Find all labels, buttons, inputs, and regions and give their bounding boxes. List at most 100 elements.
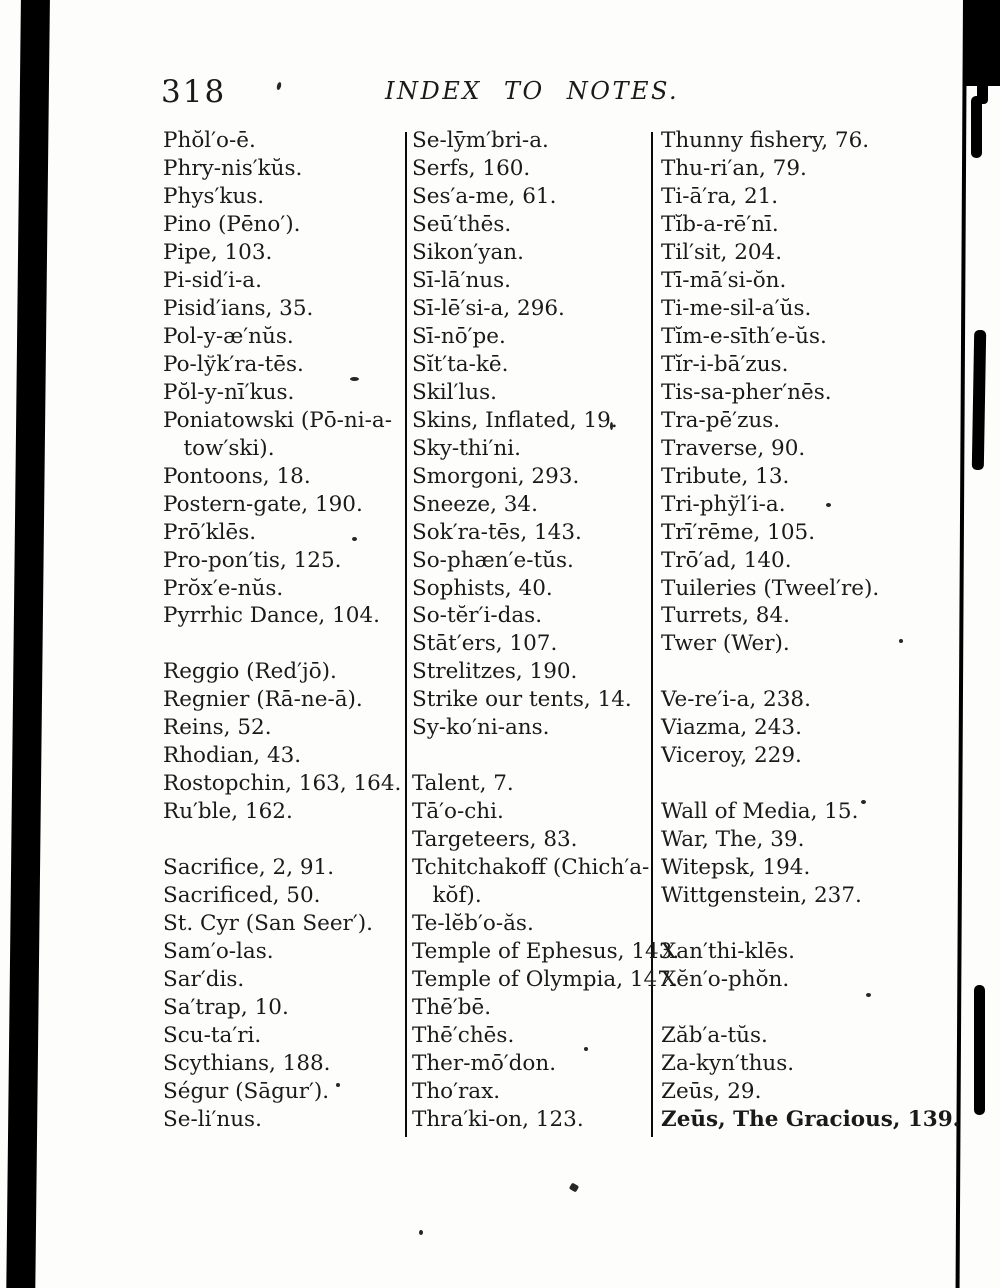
index-entry: Tchitchakoff (Chich′a-	[412, 855, 650, 881]
index-entry: Po-lўk′ra-tēs.	[163, 351, 304, 377]
index-entry: Til′sit, 204.	[661, 239, 783, 265]
scan-streak	[971, 329, 987, 471]
index-entry: Tĭr-i-bā′zus.	[661, 351, 789, 377]
index-entry: Thra′ki-on, 123.	[412, 1106, 584, 1132]
index-entry: Sneeze, 34.	[412, 491, 538, 517]
index-entry: Trō′ad, 140.	[661, 547, 792, 573]
ink-speck	[584, 1047, 588, 1051]
index-entry: Prŏx′e-nŭs.	[163, 575, 284, 601]
index-entry: Prō′klēs.	[163, 519, 257, 545]
index-entry: Se-li′nus.	[163, 1106, 262, 1132]
scan-streak	[971, 96, 982, 158]
ink-speck	[899, 639, 903, 643]
index-entry	[163, 826, 403, 854]
index-entry: Tribute, 13.	[661, 463, 790, 489]
index-entry: Wall of Media, 15.	[661, 799, 859, 825]
index-entry: Sī-lē′si-a, 296.	[412, 295, 565, 321]
index-entry: Sar′dis.	[163, 967, 245, 993]
index-entry: Pro-pon′tis, 125.	[163, 547, 342, 573]
ink-speck	[826, 503, 831, 507]
index-entry: Ru′ble, 162.	[163, 799, 293, 825]
index-entry: Zăb′a-tŭs.	[661, 1023, 768, 1048]
index-entry	[661, 658, 971, 686]
index-entry: Tĭm-e-sīth′e-ŭs.	[661, 323, 827, 349]
index-entry: So-phæn′e-tŭs.	[412, 547, 574, 573]
index-entry: Scythians, 188.	[163, 1050, 331, 1076]
index-entry: Thē′chēs.	[412, 1023, 515, 1048]
index-entry: Wittgenstein, 237.	[661, 883, 862, 909]
index-entry: Twer (Wer).	[661, 631, 790, 657]
index-entry: Strelitzes, 190.	[412, 659, 578, 685]
index-entry: Strike our tents, 14.	[412, 687, 632, 713]
index-entry	[412, 742, 648, 770]
index-entry: Viazma, 243.	[661, 715, 802, 741]
index-entry: Targeteers, 83.	[412, 827, 578, 853]
ink-speck	[610, 422, 613, 430]
index-entry: Thē′bē.	[412, 995, 492, 1021]
index-entry: Sikon′yan.	[412, 239, 524, 265]
index-entry: Phŏl′o-ē.	[163, 128, 256, 153]
index-entry: Tho′rax.	[412, 1078, 501, 1104]
ink-speck	[336, 1083, 340, 1087]
scan-corner-blotch	[966, 0, 1000, 86]
index-entry: Zeūs, 29.	[661, 1078, 762, 1104]
index-entry	[661, 994, 971, 1022]
ink-speck	[861, 800, 866, 804]
scan-streak	[974, 985, 985, 1115]
index-entry: Tra-pē′zus.	[661, 407, 781, 433]
index-entry	[661, 770, 971, 798]
index-entry: Sacrificed, 50.	[163, 883, 321, 909]
index-entry: Tĭb-a-rē′nī.	[661, 211, 779, 237]
index-entry: Pŏl-y-nī′kus.	[163, 379, 295, 405]
index-entry: Ti-me-sil-a′ŭs.	[661, 295, 812, 321]
index-entry: So-tĕr′i-das.	[412, 603, 543, 629]
index-entry: Pisid′ians, 35.	[163, 295, 314, 321]
index-entry: Phys′kus.	[163, 183, 265, 209]
index-entry: Pipe, 103.	[163, 239, 273, 265]
ink-speck	[352, 537, 357, 541]
index-entry: Serfs, 160.	[412, 155, 531, 181]
page-title: INDEX TO NOTES.	[385, 77, 680, 105]
index-entry: Tā′o-chi.	[412, 799, 504, 825]
index-entry: Rhodian, 43.	[163, 743, 302, 769]
index-entry: Ti-ā′ra, 21.	[661, 183, 779, 209]
index-entry: Poniatowski (Pō-ni-a-	[163, 407, 392, 433]
column-rule	[651, 132, 653, 1137]
page-number: 318	[161, 74, 227, 110]
index-entry: Temple of Ephesus, 143.	[412, 939, 680, 965]
index-column-1: Phŏl′o-ē. Phry-nis′kŭs. Phys′kus. Pino (Pēn…	[163, 127, 403, 1134]
index-entry: Trī′rēme, 105.	[661, 519, 816, 545]
index-entry: Traverse, 90.	[661, 435, 806, 461]
index-entry: Sī-nō′pe.	[412, 323, 506, 349]
ink-speck	[419, 1230, 423, 1235]
index-entry: Pi-sid′i-a.	[163, 267, 262, 293]
index-entry: Zeūs, The Gracious, 139.	[661, 1106, 961, 1132]
index-entry: Turrets, 84.	[661, 603, 790, 629]
index-entry: Sky-thi′ni.	[412, 435, 521, 461]
index-entry: War, The, 39.	[661, 827, 805, 853]
index-entry: Se-lȳm′bri-a.	[412, 128, 549, 153]
index-entry: Sok′ra-tēs, 143.	[412, 519, 582, 545]
scan-gutter-bar	[6, 0, 50, 1288]
index-entry: Xĕn′o-phŏn.	[661, 967, 790, 993]
index-entry: Pyrrhic Dance, 104.	[163, 603, 380, 629]
index-entry: Sophists, 40.	[412, 575, 553, 601]
index-entry: Sĭt′ta-kē.	[412, 351, 509, 377]
index-entry: Scu-ta′ri.	[163, 1023, 262, 1048]
index-entry: Ses′a-me, 61.	[412, 183, 557, 209]
index-entry: Rostopchin, 163, 164.	[163, 771, 402, 797]
index-entry	[163, 630, 403, 658]
index-column-3: Thunny fishery, 76. Thu-ri′an, 79. Ti-ā′ra…	[661, 127, 971, 1134]
ink-speck	[568, 1182, 580, 1193]
column-rule	[405, 132, 407, 1137]
index-entry: Witepsk, 194.	[661, 855, 811, 881]
index-entry: Sy-ko′ni-ans.	[412, 715, 550, 741]
index-entry: Viceroy, 229.	[661, 743, 802, 769]
index-entry: Pol-y-æ′nŭs.	[163, 323, 294, 349]
index-entry: Thu-ri′an, 79.	[661, 155, 807, 181]
scan-corner-blotch-tail	[977, 84, 988, 104]
index-entry: Phry-nis′kŭs.	[163, 155, 303, 181]
ink-speck	[276, 81, 282, 91]
index-entry: kŏf).	[412, 883, 482, 909]
index-entry: Sam′o-las.	[163, 939, 274, 965]
